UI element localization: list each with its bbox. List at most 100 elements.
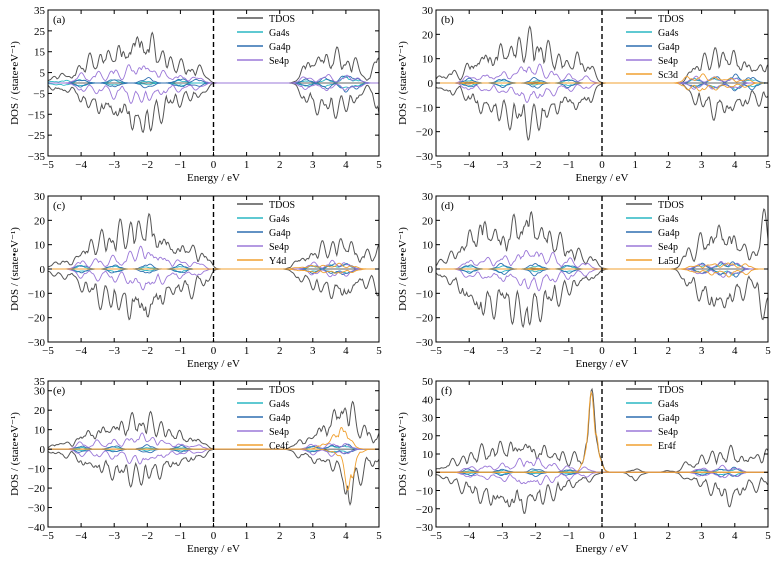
y-tick-label: −20	[416, 127, 434, 139]
panel-label: (b)	[441, 14, 454, 26]
panel-label: (f)	[441, 385, 452, 397]
legend-label-Ga4p: Ga4p	[269, 42, 291, 53]
legend-label-Ga4p: Ga4p	[269, 228, 291, 239]
y-tick-label: 0	[40, 264, 46, 276]
x-tick-label: 0	[599, 345, 605, 357]
legend-label-Er4f: Er4f	[658, 441, 676, 452]
x-tick-label: 2	[277, 345, 283, 357]
x-tick-label: 5	[765, 530, 771, 542]
y-tick-label: 30	[422, 413, 434, 425]
x-tick-label: 5	[376, 530, 382, 542]
x-tick-label: 4	[732, 345, 738, 357]
x-tick-label: −3	[108, 345, 120, 357]
y-tick-label: 35	[34, 5, 46, 17]
y-tick-label: −30	[416, 151, 434, 163]
y-tick-label: −20	[28, 313, 46, 325]
x-tick-label: 1	[632, 345, 638, 357]
legend-label-Se4p: Se4p	[269, 427, 289, 438]
x-tick-label: −4	[75, 345, 87, 357]
x-tick-label: −5	[430, 159, 442, 171]
y-tick-label: −25	[28, 130, 46, 142]
x-tick-label: −3	[497, 345, 509, 357]
x-tick-label: −1	[563, 530, 575, 542]
x-axis-label: Energy / eV	[187, 543, 240, 555]
y-tick-label: −10	[416, 486, 434, 498]
y-tick-label: −20	[416, 313, 434, 325]
series-line-TDOS-up	[436, 208, 768, 270]
x-tick-label: 0	[211, 530, 217, 542]
y-tick-label: 30	[34, 386, 46, 398]
legend-label-Y4d: Y4d	[269, 256, 286, 267]
legend-label-Se4p: Se4p	[269, 56, 289, 67]
x-tick-label: −1	[175, 345, 187, 357]
y-tick-label: 10	[422, 54, 434, 66]
legend-label-Ga4s: Ga4s	[269, 399, 290, 410]
x-tick-label: 2	[277, 159, 283, 171]
x-axis-label: Energy / eV	[576, 543, 629, 555]
legend-label-Ce4f: Ce4f	[269, 441, 289, 452]
y-tick-label: 5	[40, 68, 46, 80]
legend-label-Ga4p: Ga4p	[658, 413, 680, 424]
legend-label-Ga4s: Ga4s	[658, 28, 679, 39]
x-tick-label: 3	[310, 530, 316, 542]
y-tick-label: −30	[416, 337, 434, 349]
legend-label-Se4p: Se4p	[658, 242, 678, 253]
x-tick-label: 4	[732, 159, 738, 171]
x-tick-label: 3	[310, 159, 316, 171]
legend-label-Sc3d: Sc3d	[658, 70, 678, 81]
x-tick-label: −2	[141, 159, 153, 171]
y-tick-label: −40	[28, 522, 46, 534]
x-tick-label: −3	[108, 530, 120, 542]
y-tick-label: −20	[416, 504, 434, 516]
x-tick-label: 0	[599, 530, 605, 542]
y-tick-label: 25	[34, 26, 46, 38]
legend-label-Ga4s: Ga4s	[269, 214, 290, 225]
y-tick-label: −5	[33, 88, 45, 100]
x-axis-label: Energy / eV	[187, 358, 240, 370]
legend-label-Ga4s: Ga4s	[658, 214, 679, 225]
y-tick-label: −30	[416, 522, 434, 534]
x-tick-label: −3	[497, 530, 509, 542]
y-axis-label: DOS / (state•eV⁻¹)	[397, 41, 409, 125]
y-tick-label: 10	[34, 240, 46, 252]
legend-label-Se4p: Se4p	[658, 56, 678, 67]
x-tick-label: 3	[699, 345, 705, 357]
x-tick-label: 4	[343, 345, 349, 357]
y-tick-label: 10	[422, 449, 434, 461]
y-tick-label: 20	[34, 215, 46, 227]
x-tick-label: −4	[463, 530, 475, 542]
x-tick-label: −2	[530, 530, 542, 542]
x-tick-label: 5	[376, 159, 382, 171]
x-axis-label: Energy / eV	[576, 172, 629, 184]
y-tick-label: 20	[422, 431, 434, 443]
legend-label-TDOS: TDOS	[269, 385, 295, 396]
x-tick-label: 0	[599, 159, 605, 171]
panel-label: (a)	[53, 14, 66, 26]
y-axis-label: DOS / (state•eV⁻¹)	[397, 227, 409, 311]
y-axis-label: DOS / (state•eV⁻¹)	[9, 412, 21, 496]
y-tick-label: 0	[428, 264, 434, 276]
x-axis-label: Energy / eV	[576, 358, 629, 370]
x-tick-label: −4	[75, 530, 87, 542]
x-tick-label: −2	[530, 345, 542, 357]
legend-label-TDOS: TDOS	[658, 14, 684, 25]
y-tick-label: −30	[28, 503, 46, 515]
x-tick-label: 0	[211, 159, 217, 171]
y-axis-label: DOS / (state•eV⁻¹)	[9, 41, 21, 125]
y-tick-label: 0	[40, 444, 46, 456]
x-tick-label: 1	[632, 530, 638, 542]
x-tick-label: −4	[463, 345, 475, 357]
y-tick-label: 30	[422, 5, 434, 17]
y-tick-label: 50	[422, 376, 434, 388]
legend-label-Ga4s: Ga4s	[269, 28, 290, 39]
x-tick-label: −3	[108, 159, 120, 171]
x-tick-label: 2	[277, 530, 283, 542]
x-tick-label: 4	[732, 530, 738, 542]
x-tick-label: −4	[75, 159, 87, 171]
y-tick-label: −30	[28, 337, 46, 349]
y-tick-label: 30	[422, 191, 434, 203]
chart-panel-5: −5 −4 −3 −2 −1 0 1 2 3 4 5−30−20−1001020304050Ener…	[397, 376, 771, 555]
y-tick-label: 30	[34, 191, 46, 203]
